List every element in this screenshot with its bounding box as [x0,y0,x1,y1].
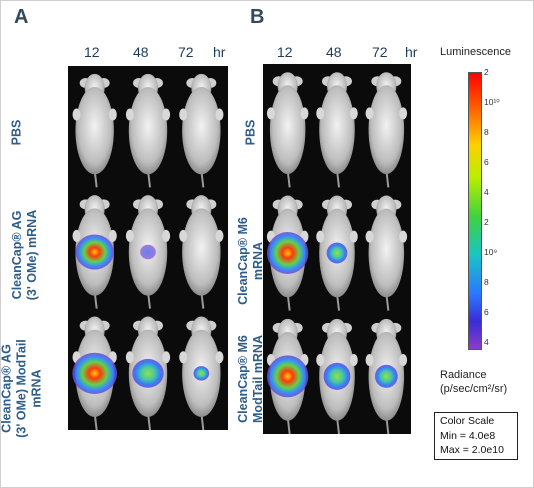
panel-b-row-m6-label: CleanCap® M6 mRNA [236,217,265,305]
panel-a-hour-unit: hr [213,44,226,60]
mouse-image [365,195,408,311]
panel-b-letter: B [250,6,265,28]
mouse-image [125,195,171,309]
colorbar-tick: 4 [484,337,489,348]
luminescence-signal [266,355,309,398]
luminescence-signal [323,362,351,390]
mouse-image [179,316,224,430]
mouse-image [72,73,117,188]
panel-b-row-pbs-label: PBS [243,119,258,146]
panel-a-hour-12: 12 [84,44,100,60]
luminescence-signal [140,244,156,260]
mouse-image [72,195,117,309]
colorbar-tick: 2 [484,67,489,77]
panel-a-row-ag-label: CleanCap® AG (3' OMe) mRNA [10,209,39,301]
mouse-image [316,195,358,311]
luminescence-signal [72,352,118,394]
colorbar-tick: 10⁹ [484,247,498,258]
panel-b-hour-48: 48 [326,44,342,60]
colorbar-tick: 4 [484,187,489,198]
luminescence-signal [326,242,348,264]
panel-a-row-pbs-label: PBS [9,119,24,146]
panel-a-hour-48: 48 [133,44,149,60]
luminescence-signal [374,364,398,388]
mouse-image [179,73,224,188]
mouse-image [316,318,358,434]
mouse-image [365,318,408,434]
mouse-image [125,316,171,430]
panel-b-hour-12: 12 [277,44,293,60]
mouse-image [72,316,118,430]
colorbar-tick: 6 [484,157,489,168]
color-scale-box: Color Scale Min = 4.0e8 Max = 2.0e10 [434,412,518,460]
mouse-image [365,72,408,188]
color-scale-title: Color Scale [440,415,495,427]
colorbar-tick: 2 [484,217,489,228]
luminescence-signal [132,358,164,388]
colorbar-tick: 8 [484,127,489,138]
mouse-image [125,73,171,188]
luminescence-colorbar [468,72,482,350]
mouse-image [266,195,309,311]
color-scale-max: Max = 2.0e10 [440,444,504,456]
luminescence-signal [193,366,210,381]
luminescence-signal [266,232,309,274]
luminescence-title: Luminescence [440,46,511,58]
panel-b-mouse-images [263,64,411,434]
colorbar-tick: 8 [484,277,489,288]
mouse-image [316,72,358,188]
mouse-image [266,72,309,188]
panel-a-row-ag-modtail-label: CleanCap® AG (3' OMe) ModTail mRNA [0,339,44,438]
mouse-image [266,318,309,434]
color-scale-min: Min = 4.0e8 [440,429,496,442]
colorbar-tick: 6 [484,307,489,318]
panel-b-row-m6-modtail-label: CleanCap® M6 ModTail mRNA [236,335,265,423]
panel-a-hour-72: 72 [178,44,194,60]
panel-a-letter: A [14,6,29,28]
luminescence-signal [75,234,114,270]
panel-b-hour-unit: hr [405,44,418,60]
colorbar-tick: 10¹⁰ [484,97,500,108]
panel-b-hour-72: 72 [372,44,388,60]
radiance-label: Radiance (p/sec/cm²/sr) [440,369,508,395]
mouse-image [179,195,224,309]
panel-a-mouse-images [68,66,228,430]
